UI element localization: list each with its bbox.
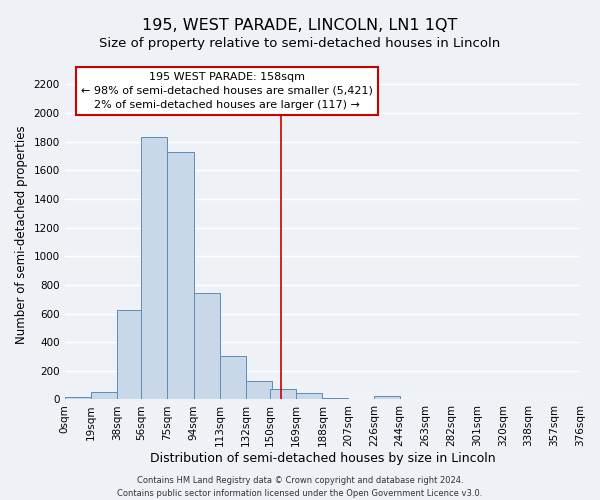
Bar bbox=[270, 390, 296, 400]
Bar bbox=[220, 356, 245, 400]
Bar bbox=[193, 294, 220, 400]
X-axis label: Distribution of semi-detached houses by size in Lincoln: Distribution of semi-detached houses by … bbox=[149, 452, 495, 465]
Text: Contains HM Land Registry data © Crown copyright and database right 2024.
Contai: Contains HM Land Registry data © Crown c… bbox=[118, 476, 482, 498]
Bar bbox=[296, 393, 322, 400]
Bar bbox=[167, 152, 193, 400]
Bar bbox=[142, 138, 167, 400]
Y-axis label: Number of semi-detached properties: Number of semi-detached properties bbox=[15, 126, 28, 344]
Bar bbox=[245, 381, 272, 400]
Bar bbox=[91, 392, 117, 400]
Bar bbox=[322, 398, 349, 400]
Text: Size of property relative to semi-detached houses in Lincoln: Size of property relative to semi-detach… bbox=[100, 38, 500, 51]
Text: 195 WEST PARADE: 158sqm
← 98% of semi-detached houses are smaller (5,421)
2% of : 195 WEST PARADE: 158sqm ← 98% of semi-de… bbox=[81, 72, 373, 110]
Bar bbox=[374, 396, 400, 400]
Bar bbox=[117, 310, 143, 400]
Bar bbox=[65, 396, 91, 400]
Text: 195, WEST PARADE, LINCOLN, LN1 1QT: 195, WEST PARADE, LINCOLN, LN1 1QT bbox=[142, 18, 458, 32]
